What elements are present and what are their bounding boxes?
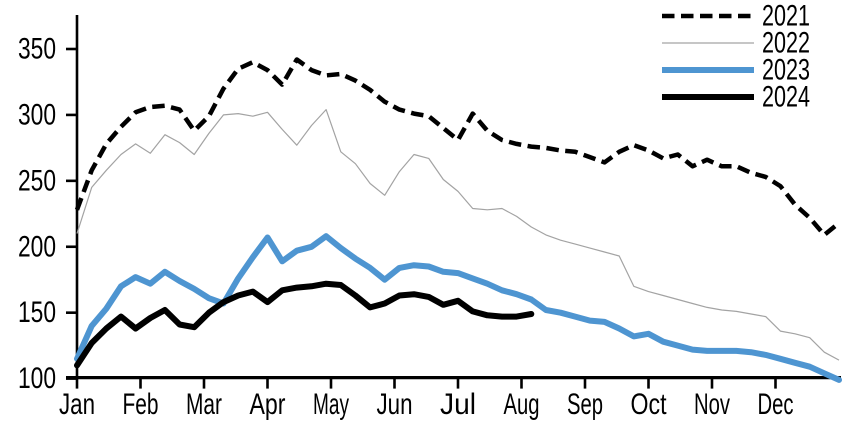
legend-item-2021: 2021 — [662, 0, 810, 33]
series-line-2023 — [74, 233, 842, 383]
x-tick-label-Dec: Dec — [758, 388, 794, 421]
series-line-2024 — [74, 280, 535, 369]
legend-label-2021: 2021 — [762, 0, 810, 33]
x-tick-label-Feb: Feb — [123, 388, 159, 421]
legend-item-2023: 2023 — [662, 54, 810, 87]
y-tick-label-300: 300 — [18, 98, 56, 131]
y-tick-label-200: 200 — [18, 230, 56, 263]
x-tick-label-Mar: Mar — [186, 388, 222, 421]
legend-label-2022: 2022 — [762, 27, 810, 60]
legend-item-2024: 2024 — [662, 81, 810, 114]
legend-label-2024: 2024 — [762, 81, 810, 114]
legend-label-2023: 2023 — [762, 54, 810, 87]
y-tick-label-350: 350 — [18, 33, 56, 66]
series-line-2022 — [76, 108, 840, 361]
x-tick-label-Nov: Nov — [694, 388, 730, 421]
x-tick-label-Jul: Jul — [440, 388, 476, 421]
legend-item-2022: 2022 — [662, 27, 810, 60]
x-tick-label-Oct: Oct — [631, 388, 668, 421]
x-tick-label-Jun: Jun — [377, 388, 413, 421]
y-tick-label-150: 150 — [18, 296, 56, 329]
x-tick-label-Aug: Aug — [504, 388, 540, 421]
x-tick-label-Apr: Apr — [250, 388, 286, 421]
y-tick-label-100: 100 — [18, 362, 56, 395]
x-tick-label-Jan: Jan — [59, 388, 95, 421]
x-tick-label-May: May — [313, 388, 349, 421]
y-tick-label-250: 250 — [18, 164, 56, 197]
x-tick-label-Sep: Sep — [567, 388, 603, 421]
series-line-2021 — [74, 57, 841, 238]
